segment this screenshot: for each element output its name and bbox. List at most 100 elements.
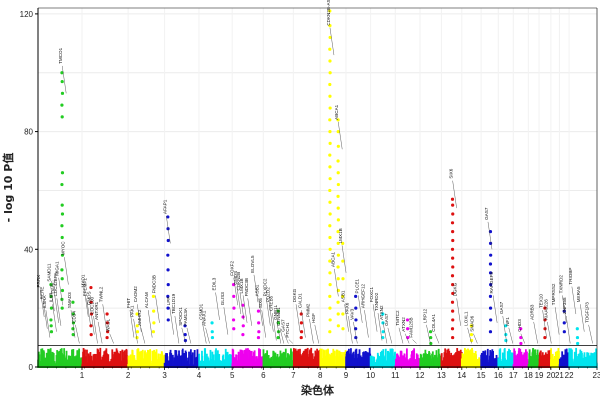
- gene-label: MYOC: [60, 241, 65, 255]
- annotation-leader: [61, 65, 67, 94]
- annotation-leader: [341, 245, 347, 273]
- gene-label: LMX1B: [239, 278, 244, 293]
- annotation-leader: [467, 327, 472, 344]
- data-point: [354, 306, 358, 310]
- background-point: [348, 348, 350, 368]
- annotation-leader: [412, 339, 417, 344]
- gene-label: TWNL2: [99, 286, 104, 302]
- annotation-leader: [338, 121, 343, 150]
- gene-label: LRP12: [422, 308, 427, 322]
- background-point: [330, 354, 333, 368]
- background-point: [193, 349, 196, 368]
- background-point: [395, 358, 397, 368]
- gene-label: SMAD6: [469, 315, 474, 331]
- gene-label: KIAA0226: [543, 299, 548, 320]
- background-point: [220, 361, 223, 368]
- background-point: [501, 352, 504, 368]
- gene-label: LMX1B: [338, 228, 343, 243]
- data-point: [562, 321, 566, 325]
- data-point: [451, 283, 455, 287]
- annotation-leader: [56, 298, 62, 326]
- gene-label: TDGF1P3: [585, 302, 590, 323]
- annotation-leader: [166, 215, 171, 244]
- data-point: [336, 277, 340, 281]
- y-tick-label: 80: [24, 128, 33, 137]
- background-point: [388, 352, 390, 368]
- annotation-leader: [52, 304, 57, 332]
- x-tick-label: 18: [524, 371, 533, 380]
- background-point: [149, 350, 152, 368]
- data-point: [336, 253, 340, 257]
- background-point: [139, 351, 142, 368]
- gene-label: FAM125B: [409, 317, 414, 337]
- background-point: [512, 352, 515, 368]
- annotation-leader: [272, 313, 277, 341]
- gene-label: FNDC3B: [244, 278, 249, 296]
- background-point: [412, 350, 414, 368]
- data-point: [166, 253, 170, 257]
- data-point: [336, 171, 340, 175]
- gene-label: CDC42BPA: [53, 272, 58, 297]
- gene-label: TRIOBP: [568, 267, 573, 284]
- annotation-leader: [109, 333, 114, 344]
- background-point: [503, 348, 506, 368]
- x-tick-label: 14: [457, 371, 466, 380]
- background-point: [247, 348, 249, 368]
- gene-label: SPOCK1: [178, 307, 183, 326]
- gene-label: DGKG: [292, 288, 297, 302]
- background-point: [590, 352, 593, 368]
- data-point: [257, 330, 261, 334]
- annotation-leader: [571, 286, 577, 315]
- background-point: [495, 354, 498, 368]
- gene-label: CALD1: [297, 293, 302, 308]
- background-point: [518, 348, 520, 368]
- background-point: [245, 354, 248, 368]
- x-tick-label: 3: [162, 371, 167, 380]
- data-point: [60, 203, 64, 207]
- data-point: [60, 288, 65, 293]
- data-point: [451, 265, 455, 269]
- x-tick-label: 5: [230, 371, 235, 380]
- data-point: [328, 188, 332, 193]
- data-point: [257, 321, 261, 325]
- annotation-leader: [233, 277, 238, 306]
- gene-label: CDKN2B-AS1: [326, 0, 331, 26]
- gene-label: ANAX1: [202, 310, 207, 326]
- data-point: [60, 182, 64, 187]
- annotation-leader: [301, 310, 306, 338]
- gene-label: ATXN2: [379, 305, 384, 320]
- background-point: [172, 360, 174, 368]
- annotation-leader: [288, 339, 293, 344]
- background-point: [166, 356, 169, 368]
- background-point: [350, 354, 353, 368]
- annotation-leader: [404, 333, 410, 344]
- data-point: [562, 330, 566, 334]
- annotation-leader: [456, 298, 461, 326]
- gene-label: ABCA1: [334, 104, 339, 120]
- gene-label: LPP: [166, 297, 171, 306]
- data-point: [328, 82, 332, 87]
- background-point: [510, 352, 513, 368]
- data-point: [106, 330, 110, 334]
- annotation-leader: [202, 321, 207, 344]
- data-point: [504, 324, 508, 328]
- data-point: [210, 335, 215, 340]
- gene-label: PLXDC2: [262, 278, 267, 296]
- y-tick-label: 120: [20, 10, 34, 19]
- background-point: [550, 348, 552, 368]
- data-point: [49, 318, 53, 322]
- background-point: [425, 355, 428, 368]
- data-point: [488, 330, 493, 334]
- background-point: [104, 350, 107, 368]
- data-point: [299, 335, 303, 340]
- background-point: [222, 354, 225, 368]
- background-point: [513, 350, 516, 368]
- background-point: [524, 349, 527, 368]
- gene-label: RAPGEF5: [489, 272, 494, 294]
- background-point: [78, 348, 81, 368]
- data-point: [166, 215, 170, 219]
- annotation-leader: [84, 289, 89, 318]
- data-point: [49, 283, 53, 287]
- background-point: [561, 351, 564, 368]
- background-point: [333, 356, 336, 368]
